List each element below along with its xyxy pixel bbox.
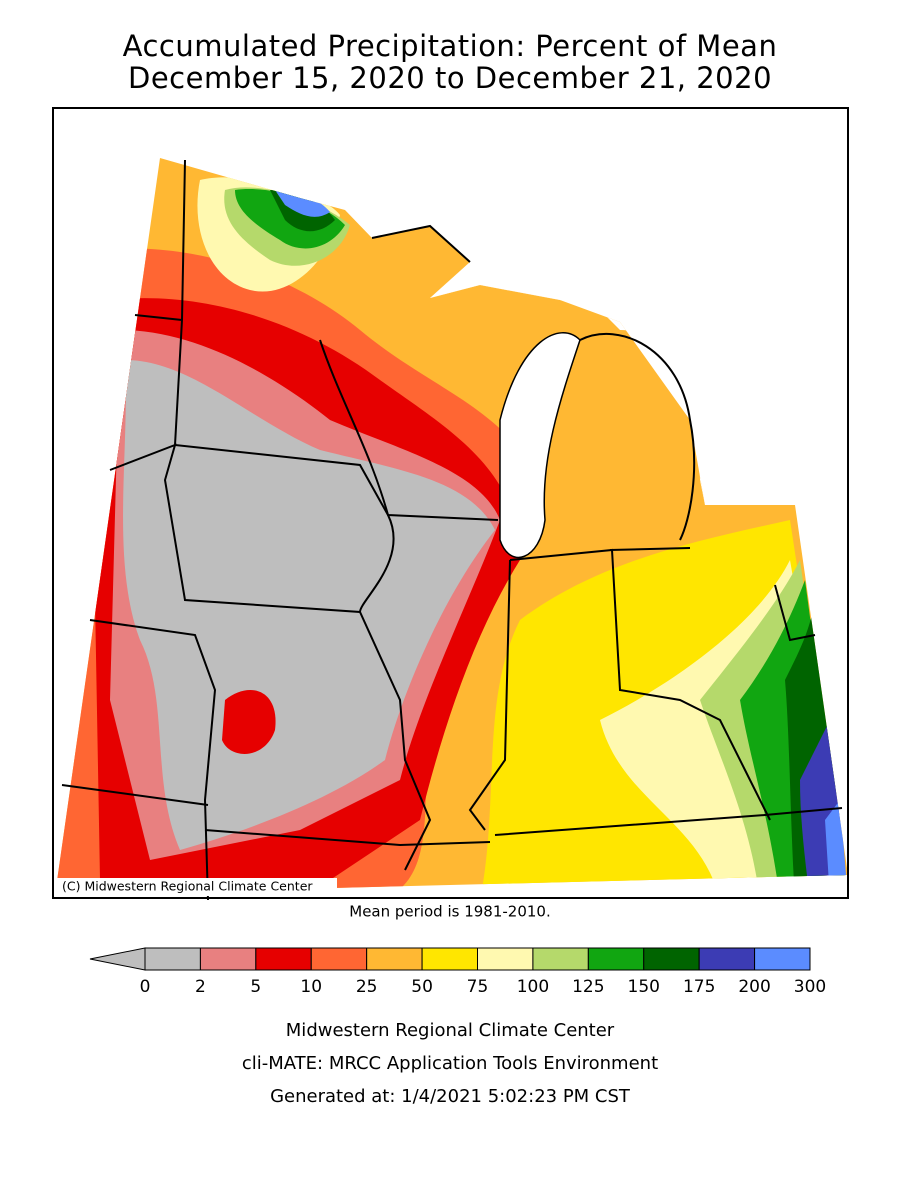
legend-swatch [199,947,257,971]
legend-tick-label: 10 [300,977,322,997]
footer-line: Generated at: 1/4/2021 5:02:23 PM CST [270,1086,631,1107]
footer-line: cli-MATE: MRCC Application Tools Environ… [242,1053,658,1074]
map-frame [52,107,849,899]
copyright-box [55,878,337,896]
legend-swatch [255,947,312,971]
legend-tick-label: 300 [794,977,826,997]
legend-tick-label: 0 [140,977,151,997]
footer-line: Midwestern Regional Climate Center [286,1020,615,1041]
legend-swatch [643,947,700,971]
legend-swatch [532,947,589,971]
legend: 0 2 5 10 25 50 75 100 125 150 175 200 300 [89,947,826,997]
legend-tick-label: 150 [628,977,660,997]
legend-tick-label: 5 [250,977,261,997]
legend-swatch [144,947,201,971]
legend-swatch [754,947,811,971]
boundaries [61,159,843,901]
note: Mean period is 1981-2010. [349,903,550,921]
legend-tick-label: 200 [738,977,770,997]
legend-below-arrow [89,947,146,971]
legend-tick-label: 100 [517,977,549,997]
legend-tick-label: 125 [572,977,604,997]
legend-swatch [310,947,368,971]
map: (C) Midwestern Regional Climate Center [52,107,849,901]
legend-tick-label: 50 [411,977,433,997]
legend-tick-label: 175 [683,977,715,997]
legend-swatch [698,947,756,971]
legend-swatch [477,947,534,971]
legend-swatch [587,947,645,971]
title-line: December 15, 2020 to December 21, 2020 [128,61,772,95]
legend-tick-label: 2 [195,977,206,997]
legend-swatch [366,947,423,971]
legend-swatch [421,947,479,971]
legend-tick-label: 25 [356,977,378,997]
legend-tick-label: 75 [467,977,489,997]
title-line: Accumulated Precipitation: Percent of Me… [123,29,778,63]
copyright: (C) Midwestern Regional Climate Center [62,879,313,894]
